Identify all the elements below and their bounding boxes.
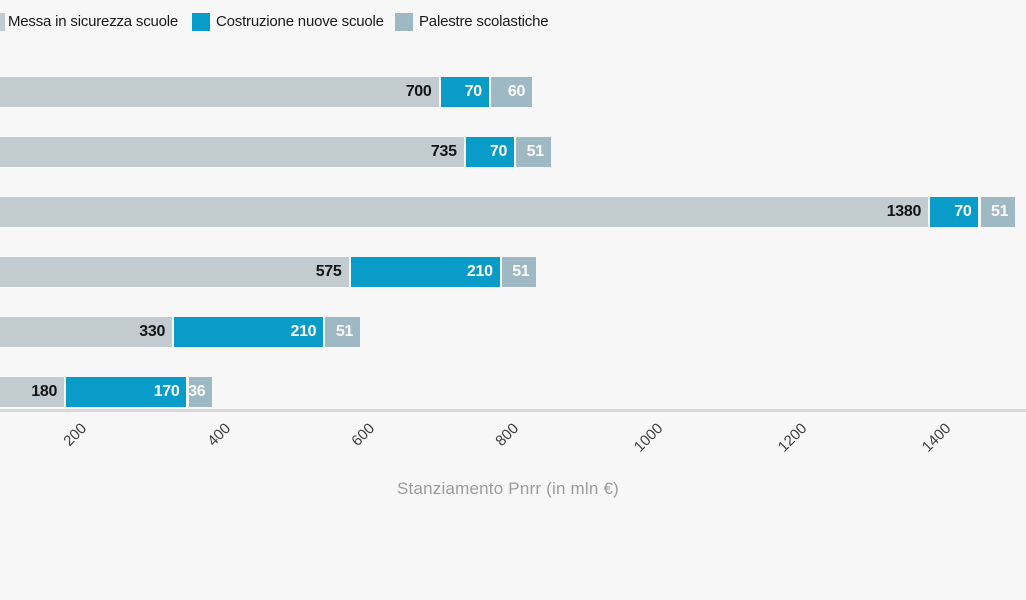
legend-label-palestre: Palestre scolastiche bbox=[419, 13, 549, 30]
bar-value-label: 180 bbox=[31, 383, 58, 400]
bar-segment: 170 bbox=[66, 377, 187, 407]
bar-segment: 575 bbox=[0, 257, 349, 287]
x-tick-label: 400 bbox=[204, 420, 235, 450]
bar-row: 700 70 60 bbox=[0, 77, 1026, 107]
bar-row: 575 210 51 bbox=[0, 257, 1026, 287]
bar-segment: 210 bbox=[350, 257, 500, 287]
legend-swatch-costruzione-nuove bbox=[192, 13, 210, 31]
x-tick-label: 1000 bbox=[630, 420, 667, 456]
bar-value-label: 210 bbox=[290, 323, 317, 340]
bar-segment: 735 bbox=[0, 137, 464, 167]
bar-segment: 51 bbox=[516, 137, 551, 167]
legend-swatch-palestre bbox=[395, 13, 413, 31]
bar-segment: 51 bbox=[325, 317, 361, 347]
bar-value-label: 1380 bbox=[886, 203, 922, 220]
bar-value-label: 70 bbox=[954, 203, 972, 220]
x-tick-label: 200 bbox=[60, 420, 91, 450]
bar-value-label: 330 bbox=[139, 323, 166, 340]
bar-value-label: 70 bbox=[489, 143, 508, 160]
bar-row: 180 170 36 bbox=[0, 377, 1026, 407]
bar-segment: 70 bbox=[465, 137, 515, 167]
bar-value-label: 700 bbox=[405, 83, 432, 100]
x-tick-label: 1200 bbox=[774, 420, 811, 456]
bar-segment: 210 bbox=[174, 317, 324, 347]
bar-value-label: 210 bbox=[466, 263, 493, 280]
bar-value-label: 51 bbox=[335, 323, 354, 340]
bar-value-label: 735 bbox=[430, 143, 457, 160]
bar-value-label: 170 bbox=[153, 383, 180, 400]
bar-segment: 700 bbox=[0, 77, 439, 107]
bar-row: 1380 70 51 bbox=[0, 197, 1026, 227]
x-axis-line bbox=[0, 409, 1026, 412]
bar-value-label: 51 bbox=[512, 263, 530, 280]
bar-segment: 70 bbox=[440, 77, 489, 107]
bar-value-label: 60 bbox=[507, 83, 526, 100]
bar-segment: 36 bbox=[188, 377, 213, 407]
bar-segment: 70 bbox=[930, 197, 979, 227]
bar-value-label: 51 bbox=[991, 203, 1009, 220]
bar-value-label: 70 bbox=[464, 83, 483, 100]
legend: Messa in sicurezza scuole Costruzione nu… bbox=[0, 0, 1026, 44]
x-tick-label: 800 bbox=[492, 420, 523, 450]
bar-segment: 51 bbox=[501, 257, 537, 287]
legend-label-messa-in-sicurezza: Messa in sicurezza scuole bbox=[8, 13, 179, 30]
bar-value-label: 575 bbox=[315, 263, 342, 280]
x-tick-label: 600 bbox=[348, 420, 379, 450]
bar-row: 735 70 51 bbox=[0, 137, 1026, 167]
legend-swatch-messa-in-sicurezza bbox=[0, 13, 5, 31]
legend-label-costruzione-nuove: Costruzione nuove scuole bbox=[216, 13, 384, 30]
x-tick-label: 1400 bbox=[918, 420, 955, 456]
bar-segment: 180 bbox=[0, 377, 65, 407]
bar-segment: 1380 bbox=[0, 197, 929, 227]
bar-segment: 51 bbox=[980, 197, 1016, 227]
bar-segment: 60 bbox=[490, 77, 533, 107]
x-axis-title: Stanziamento Pnrr (in mln €) bbox=[397, 479, 619, 498]
bar-segment: 330 bbox=[0, 317, 173, 347]
bar-row: 330 210 51 bbox=[0, 317, 1026, 347]
bar-value-label: 36 bbox=[188, 383, 206, 400]
bar-value-label: 51 bbox=[526, 143, 545, 160]
